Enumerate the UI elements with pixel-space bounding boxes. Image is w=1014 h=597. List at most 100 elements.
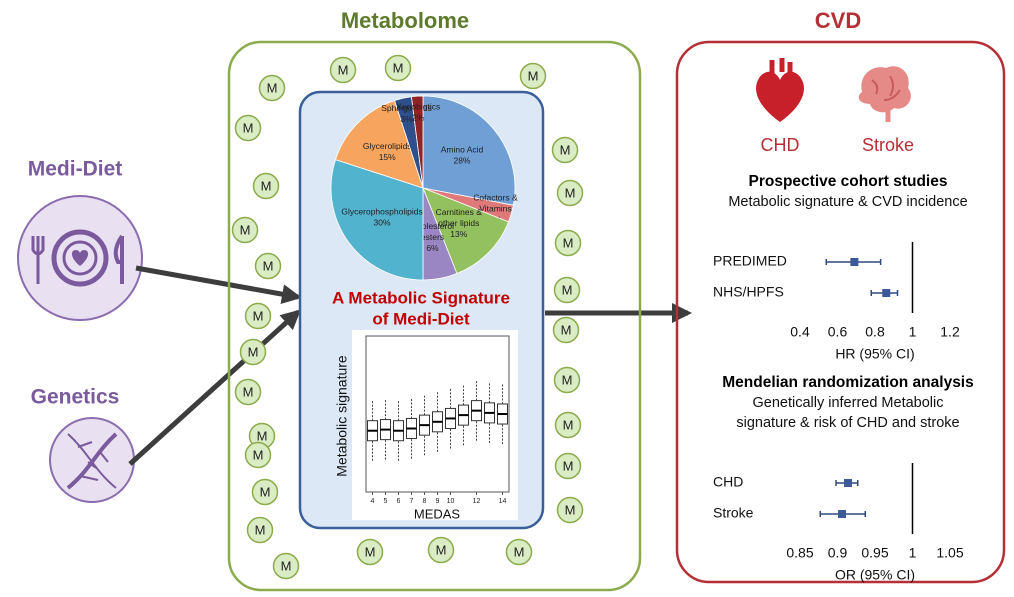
metabolite-circle bbox=[554, 229, 582, 257]
pie-value-label: 30% bbox=[374, 217, 391, 227]
pie-label: Glycerophospholipids bbox=[341, 206, 422, 216]
pie-slice bbox=[422, 95, 516, 206]
metabolite-label: M bbox=[255, 522, 266, 537]
metabolite-label: M bbox=[563, 235, 574, 250]
x-tick-label: 0.8 bbox=[865, 324, 885, 340]
estimate-marker bbox=[838, 510, 846, 518]
metabolite-circle bbox=[246, 516, 274, 544]
metabolite-circle bbox=[427, 536, 455, 564]
metabolite-circle bbox=[552, 316, 580, 344]
outcome-label: CHD bbox=[761, 135, 800, 155]
row-label: Stroke bbox=[713, 505, 754, 521]
pie-value-label: 15% bbox=[379, 152, 396, 162]
section-subtitle: Metabolic signature & CVD incidence bbox=[728, 194, 967, 210]
x-axis-label: MEDAS bbox=[414, 506, 461, 521]
metabolite-circle bbox=[234, 114, 262, 142]
x-tick-label: 14 bbox=[499, 498, 507, 505]
metabolite-circle bbox=[551, 136, 579, 164]
metabolite-circle bbox=[272, 552, 300, 580]
x-tick-label: 1 bbox=[909, 324, 917, 340]
x-tick-label: 0.85 bbox=[786, 545, 813, 561]
metabolite-circle bbox=[553, 366, 581, 394]
brain-icon bbox=[858, 66, 911, 122]
metabolite-label: M bbox=[281, 558, 292, 573]
metabolite-circle bbox=[254, 252, 282, 280]
metabolite-label: M bbox=[565, 502, 576, 517]
section-subtitle: signature & risk of CHD and stroke bbox=[736, 415, 959, 431]
x-tick-label: 0.4 bbox=[790, 324, 810, 340]
metabolite-circle bbox=[251, 478, 279, 506]
row-label: PREDIMED bbox=[713, 253, 787, 269]
pie-value-label: 3% bbox=[400, 114, 413, 124]
metabolite-label: M bbox=[393, 60, 404, 75]
metabolite-circle bbox=[556, 496, 584, 524]
x-tick-label: 0.95 bbox=[861, 545, 888, 561]
cvd-title: CVD bbox=[815, 8, 861, 33]
estimate-marker bbox=[844, 479, 852, 487]
metabolite-label: M bbox=[267, 80, 278, 95]
x-axis-label: OR (95% CI) bbox=[835, 567, 915, 583]
metabolite-label: M bbox=[528, 68, 539, 83]
metabolite-label: M bbox=[253, 308, 264, 323]
dna-icon bbox=[66, 432, 118, 490]
metabolite-label: M bbox=[562, 372, 573, 387]
arrow bbox=[135, 265, 302, 305]
metabolite-circle bbox=[384, 54, 412, 82]
metabolome-title: Metabolome bbox=[341, 8, 469, 33]
outcome-label: Stroke bbox=[862, 135, 914, 155]
signature-title: A Metabolic Signature bbox=[332, 288, 510, 307]
pie-label: Amino Acid bbox=[441, 144, 484, 154]
metabolite-label: M bbox=[563, 458, 574, 473]
x-tick-label: 1.2 bbox=[940, 324, 960, 340]
metabolite-label: M bbox=[562, 282, 573, 297]
pie-value-label: 2% bbox=[412, 112, 425, 122]
x-tick-label: 0.6 bbox=[828, 324, 848, 340]
pie-slice bbox=[422, 187, 510, 275]
metabolite-label: M bbox=[560, 142, 571, 157]
pie-label: Cholesterol bbox=[411, 221, 454, 231]
metabolite-circle bbox=[252, 172, 280, 200]
section-title: Mendelian randomization analysis bbox=[722, 374, 974, 391]
x-tick-label: 7 bbox=[410, 498, 414, 505]
x-axis-label: HR (95% CI) bbox=[835, 346, 914, 362]
pie-slice bbox=[334, 99, 424, 189]
pie-label: other lipids bbox=[438, 218, 479, 228]
pie-label: Xenobiotics bbox=[396, 101, 440, 111]
diet-title: Medi-Diet bbox=[28, 158, 123, 181]
metabolite-circle bbox=[519, 62, 547, 90]
metabolite-label: M bbox=[243, 120, 254, 135]
metabolite-circle bbox=[556, 179, 584, 207]
signature-title: of Medi-Diet bbox=[372, 309, 470, 328]
estimate-marker bbox=[850, 258, 859, 266]
metabolite-label: M bbox=[253, 447, 264, 462]
pie-value-label: 6% bbox=[426, 243, 439, 253]
metabolite-label: M bbox=[243, 384, 254, 399]
metabolite-label: M bbox=[257, 428, 268, 443]
metabolite-circle bbox=[258, 74, 286, 102]
x-tick-label: 10 bbox=[447, 498, 455, 505]
metabolite-label: M bbox=[436, 542, 447, 557]
metabolite-circle bbox=[231, 216, 259, 244]
metabolite-circle bbox=[234, 378, 262, 406]
metabolite-label: M bbox=[260, 484, 271, 499]
metabolite-circle bbox=[505, 538, 533, 566]
metabolite-circle bbox=[244, 302, 272, 330]
metabolite-label: M bbox=[240, 222, 251, 237]
metabolome-box bbox=[227, 40, 642, 592]
row-label: NHS/HPFS bbox=[713, 284, 784, 300]
metabolite-label: M bbox=[561, 322, 572, 337]
x-tick-label: 9 bbox=[436, 498, 440, 505]
metabolite-circle bbox=[553, 276, 581, 304]
x-tick-label: 12 bbox=[473, 498, 481, 505]
metabolite-label: M bbox=[248, 344, 259, 359]
metabolite-circle bbox=[244, 441, 272, 469]
pie-label: Glycerolipids bbox=[363, 141, 412, 151]
metabolite-circle bbox=[554, 411, 582, 439]
pie-value-label: 28% bbox=[453, 155, 470, 165]
metabolite-label: M bbox=[514, 544, 525, 559]
estimate-marker bbox=[882, 289, 891, 297]
metabolite-label: M bbox=[338, 62, 349, 77]
metabolite-label: M bbox=[261, 178, 272, 193]
x-tick-label: 1.05 bbox=[936, 545, 963, 561]
